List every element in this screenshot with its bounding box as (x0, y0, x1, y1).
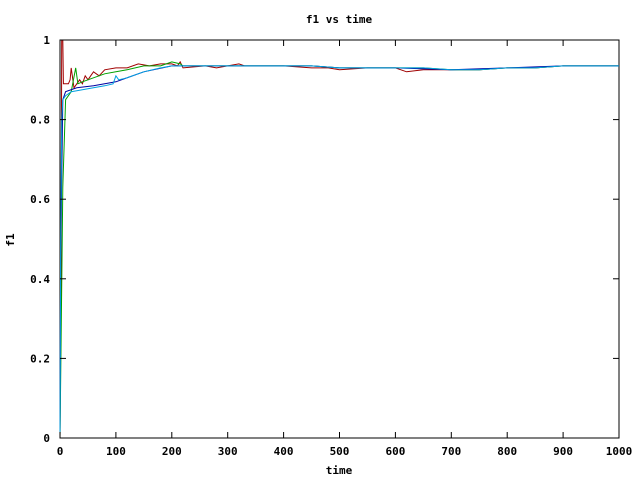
x-tick-label: 500 (330, 445, 350, 458)
y-tick-label: 0 (43, 432, 50, 445)
plot-frame (59, 39, 620, 439)
y-tick-label: 0.4 (30, 273, 50, 286)
series-line-3 (59, 65, 619, 439)
y-axis-title: f1 (4, 233, 17, 247)
x-tick-label: 300 (218, 445, 238, 458)
y-tick-label: 1 (43, 34, 50, 47)
x-tick-label: 0 (57, 445, 64, 458)
chart-title: f1 vs time (306, 13, 373, 26)
x-tick-label: 800 (497, 445, 517, 458)
x-axis-title: time (326, 464, 353, 477)
x-tick-label: 900 (553, 445, 573, 458)
y-tick-label: 0.2 (30, 352, 50, 365)
y-tick-label: 0.8 (30, 114, 50, 127)
x-tick-label: 1000 (606, 445, 633, 458)
x-tick-label: 700 (441, 445, 461, 458)
x-tick-label: 200 (162, 445, 182, 458)
plot-area-border (59, 39, 620, 439)
y-tick-label: 0.6 (30, 193, 50, 206)
series-line-1 (59, 39, 619, 439)
ticks-group: 0 100 200 300 400 500 600 700 800 900 1000 0 0.2 0.4 0… (30, 34, 632, 458)
series-line-2 (59, 61, 619, 439)
x-tick-label: 600 (385, 445, 405, 458)
x-tick-label: 400 (274, 445, 294, 458)
series-line-4 (59, 65, 619, 439)
series-group (59, 39, 619, 439)
x-tick-label: 100 (106, 445, 126, 458)
